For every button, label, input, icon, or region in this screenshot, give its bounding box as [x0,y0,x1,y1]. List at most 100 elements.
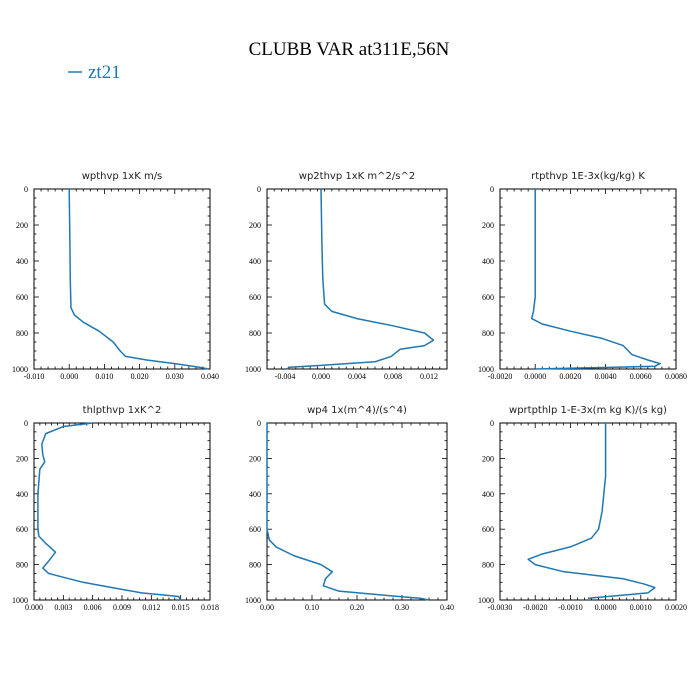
x-tick-label: 0.000 [25,603,43,612]
x-tick-label: -0.0010 [558,603,583,612]
y-tick-label: 400 [249,257,261,266]
axes-frame [33,422,211,601]
x-tick-label: 0.008 [384,372,402,381]
panel-title: wprtpthlp 1-E-3x(m kg K)/(s kg) [509,405,667,416]
x-tick-label: 0.0080 [665,372,687,381]
y-tick-label: 1000 [478,365,494,374]
y-tick-label: 0 [490,185,494,194]
y-tick-label: 0 [257,419,261,428]
panel-title: wpthvp 1xK m/s [82,171,163,182]
series-line [286,188,435,370]
y-tick-label: 0 [490,419,494,428]
x-tick-label: 0.004 [348,372,366,381]
series-line [266,423,430,601]
x-tick-label: 0.0020 [665,603,687,612]
x-tick-label: 0.20 [350,603,364,612]
legend: zt21 [68,62,121,83]
y-tick-label: 800 [249,561,261,570]
y-tick-label: 600 [249,525,261,534]
y-tick-label: 200 [482,221,494,230]
y-tick-label: 200 [482,454,494,463]
x-tick-label: 0.0040 [595,372,617,381]
x-tick-label: -0.004 [275,372,296,381]
x-tick-label: 0.010 [95,372,113,381]
x-tick-label: 0.00 [260,603,274,612]
x-tick-label: -0.0030 [488,603,513,612]
y-tick-label: 1000 [245,596,261,605]
x-tick-label: 0.0010 [630,603,652,612]
x-tick-label: 0.006 [84,603,102,612]
y-tick-label: 1000 [478,596,494,605]
x-tick-label: -0.0020 [523,603,548,612]
axes-frame [266,422,448,601]
axes-frame [266,188,448,370]
panel-title: thlpthvp 1xK^2 [83,405,162,416]
x-tick-label: 0.018 [201,603,219,612]
y-tick-label: 0 [24,419,28,428]
panel-title: wp2thvp 1xK m^2/s^2 [299,171,415,182]
y-tick-label: 1000 [12,365,28,374]
panels-grid: wpthvp 1xK m/s-0.010 0.000 0.010 0.020 0.030… [12,171,687,612]
axes-frame [499,188,677,370]
y-tick-label: 600 [482,293,494,302]
series-line [530,189,661,370]
y-tick-label: 400 [16,257,28,266]
y-tick-label: 200 [249,454,261,463]
x-tick-label: 0.040 [201,372,219,381]
x-tick-label: 0.015 [172,603,190,612]
y-tick-label: 1000 [245,365,261,374]
y-tick-label: 200 [16,454,28,463]
x-tick-label: 0.009 [113,603,131,612]
y-tick-label: 400 [249,490,261,499]
y-tick-label: 600 [482,525,494,534]
y-tick-label: 400 [482,257,494,266]
x-tick-label: 0.003 [54,603,72,612]
chart-panel-5: wp4 1x(m^4)/(s^4) 0.00 0.10 0.20 0.30 0.40 0 20… [245,405,454,612]
chart-panel-2: wp2thvp 1xK m^2/s^2 -0.004 0.000 0.004 0.008… [245,171,448,381]
series-line [68,188,209,370]
y-tick-label: 800 [16,329,28,338]
y-tick-label: 0 [24,185,28,194]
y-tick-label: 800 [482,329,494,338]
x-tick-label: 0.10 [305,603,319,612]
y-tick-label: 600 [16,293,28,302]
figure-title: CLUBB VAR at311E,56N [249,39,450,60]
x-tick-label: 0.0020 [559,372,581,381]
y-tick-label: 600 [16,525,28,534]
series-line [527,423,656,599]
y-tick-label: 800 [16,561,28,570]
x-tick-label: 0.0000 [524,372,546,381]
y-tick-label: 400 [482,490,494,499]
x-tick-label: 0.0000 [595,603,617,612]
x-tick-label: -0.010 [24,372,45,381]
chart-panel-4: thlpthvp 1xK^2 0.000 0.003 0.006 0.009 0.012 0… [12,405,219,612]
x-tick-label: 0.012 [420,372,438,381]
y-tick-label: 0 [257,185,261,194]
axes-frame [499,422,677,601]
y-tick-label: 600 [249,293,261,302]
legend-label: zt21 [88,62,121,83]
y-tick-label: 800 [482,561,494,570]
panel-title: rtpthvp 1E-3x(kg/kg) K [531,171,645,182]
x-tick-label: 0.012 [142,603,160,612]
y-tick-label: 400 [16,490,28,499]
y-tick-label: 1000 [12,596,28,605]
y-tick-label: 800 [249,329,261,338]
chart-panel-6: wprtpthlp 1-E-3x(m kg K)/(s kg) -0.0030 -0… [478,405,687,612]
series-line [37,422,182,601]
panel-title: wp4 1x(m^4)/(s^4) [307,405,407,416]
y-tick-label: 200 [16,221,28,230]
axes-frame [33,188,211,370]
x-tick-label: 0.40 [440,603,454,612]
x-tick-label: -0.0020 [488,372,513,381]
x-tick-label: 0.030 [166,372,184,381]
x-tick-label: 0.0060 [630,372,652,381]
chart-panel-1: wpthvp 1xK m/s -0.010 0.000 0.010 0.020 0.030… [12,171,219,381]
x-tick-label: 0.000 [312,372,330,381]
x-tick-label: 0.020 [131,372,149,381]
x-tick-label: 0.000 [60,372,78,381]
y-tick-label: 200 [249,221,261,230]
x-tick-label: 0.30 [395,603,409,612]
chart-panel-3: rtpthvp 1E-3x(kg/kg) K -0.0020 0.0000 0.002… [478,171,687,381]
